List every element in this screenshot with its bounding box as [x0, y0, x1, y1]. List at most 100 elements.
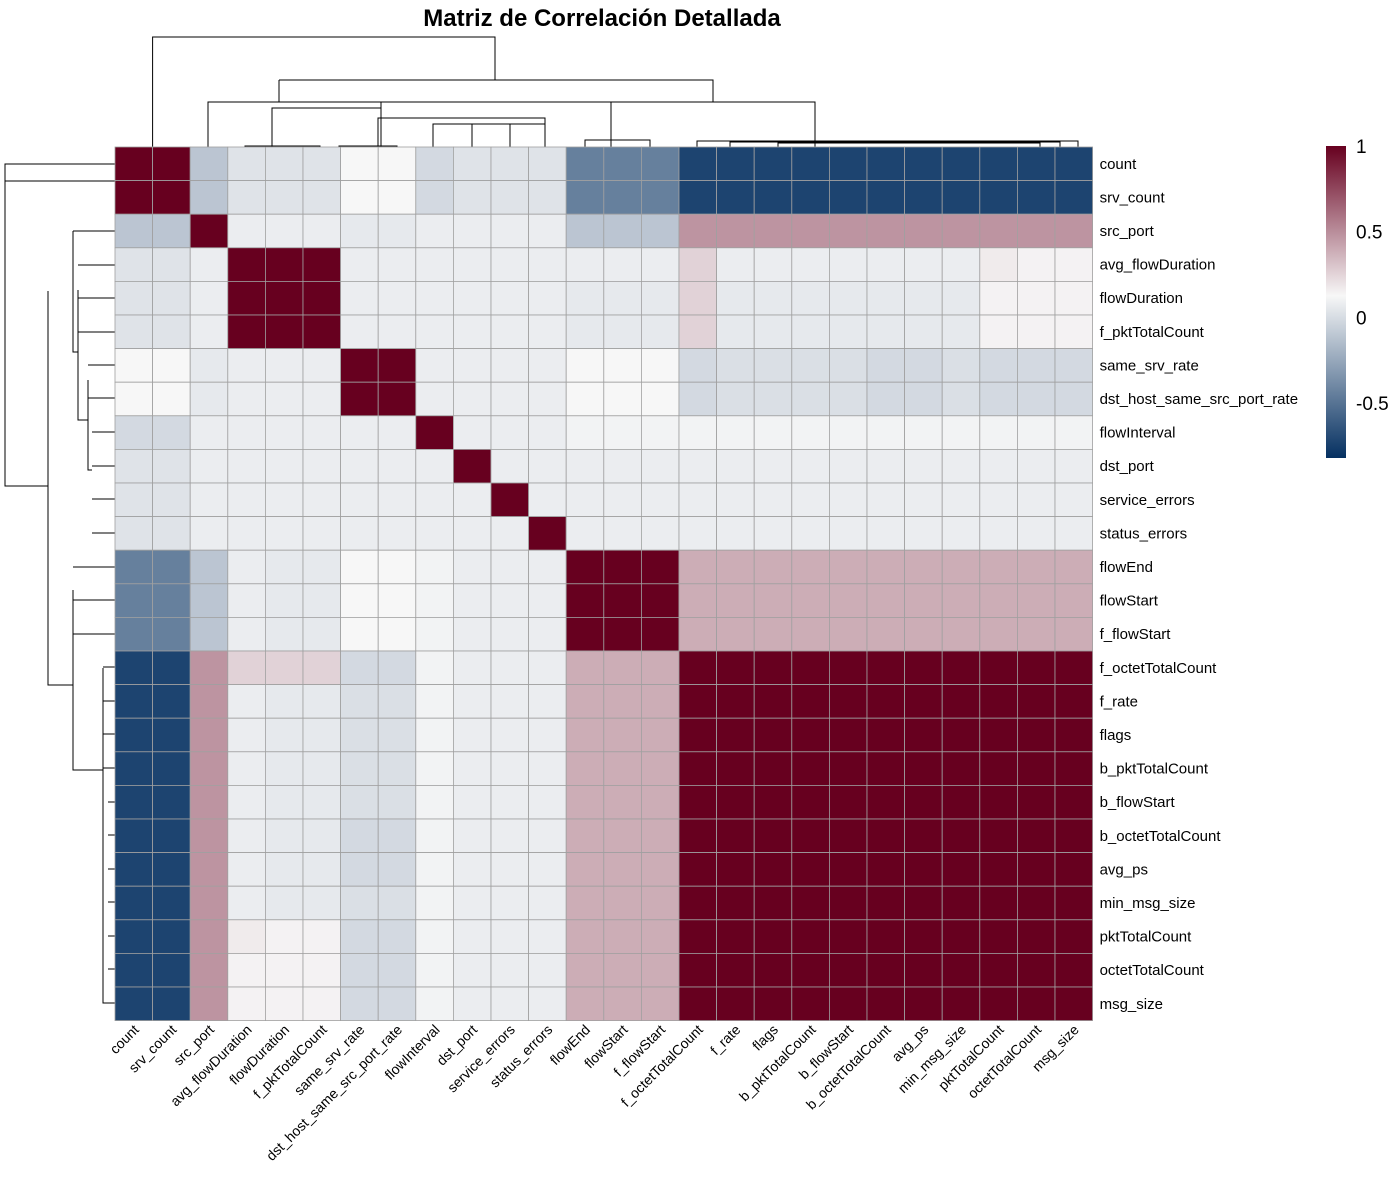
heatmap-cell: [1054, 785, 1093, 820]
row-label: flags: [1100, 727, 1132, 744]
heatmap-cell: [979, 482, 1018, 517]
heatmap-cell: [791, 213, 830, 249]
heatmap-cell: [189, 280, 229, 316]
heatmap-cell: [415, 717, 454, 753]
heatmap-cell: [678, 684, 717, 719]
heatmap-cell: [152, 717, 191, 753]
heatmap-cell: [152, 415, 191, 450]
heatmap-cell: [753, 785, 793, 820]
heatmap-cell: [1054, 247, 1093, 282]
heatmap-cell: [829, 583, 868, 618]
heatmap-cell: [641, 415, 680, 450]
heatmap-cell: [490, 146, 529, 181]
heatmap-cell: [941, 852, 981, 887]
column-dendrogram-branch: [207, 101, 382, 147]
heatmap-cell: [1017, 785, 1056, 820]
heatmap-cell: [904, 583, 943, 618]
heatmap-cell: [753, 650, 793, 685]
heatmap-cell: [941, 684, 981, 719]
heatmap-cell: [114, 516, 153, 551]
heatmap-cell: [753, 549, 793, 585]
heatmap-cell: [603, 617, 642, 652]
heatmap-cell: [415, 953, 454, 988]
heatmap-cell: [753, 348, 793, 383]
heatmap-cell: [264, 852, 304, 887]
column-dendrogram: [152, 36, 1079, 147]
heatmap-cell: [340, 180, 379, 215]
heatmap-cell: [791, 751, 830, 786]
heatmap-cell: [1017, 516, 1056, 551]
heatmap-cell: [340, 919, 379, 954]
heatmap-cell: [415, 785, 454, 820]
column-dendrogram-branch: [510, 123, 546, 147]
heatmap-cell: [264, 919, 304, 954]
heatmap-cell: [490, 953, 529, 988]
heatmap-cell: [716, 617, 755, 652]
heatmap-cell: [866, 280, 905, 316]
row-label: flowDuration: [1100, 290, 1183, 307]
heatmap-cell: [152, 852, 191, 887]
heatmap-cell: [641, 751, 680, 786]
heatmap-cell: [904, 516, 943, 551]
heatmap-cell: [1017, 717, 1056, 753]
heatmap-cell: [377, 885, 417, 921]
heatmap-cell: [829, 785, 868, 820]
heatmap-cell: [452, 953, 492, 988]
heatmap-cell: [1054, 213, 1093, 249]
heatmap-cell: [1017, 549, 1056, 585]
heatmap-cell: [264, 381, 304, 417]
heatmap-cell: [302, 684, 341, 719]
heatmap-cell: [415, 919, 454, 954]
heatmap-cell: [152, 213, 191, 249]
heatmap-cell: [1054, 146, 1093, 181]
heatmap-cell: [377, 247, 417, 282]
heatmap-cell: [641, 314, 680, 349]
heatmap-cell: [678, 381, 717, 417]
heatmap-cell: [189, 684, 229, 719]
heatmap-cell: [415, 314, 454, 349]
heatmap-cell: [302, 986, 341, 1021]
heatmap-cell: [753, 953, 793, 988]
column-dendrogram-branch: [777, 142, 1041, 147]
heatmap-cell: [415, 751, 454, 786]
heatmap-cell: [904, 549, 943, 585]
heatmap-cell: [716, 146, 755, 181]
row-dendrogram-branch: [108, 801, 115, 1004]
heatmap-cell: [114, 650, 153, 685]
heatmap-cell: [641, 247, 680, 282]
heatmap-cell: [941, 448, 981, 484]
heatmap-cell: [490, 247, 529, 282]
heatmap-cell: [716, 381, 755, 417]
heatmap-cell: [377, 549, 417, 585]
heatmap-cell: [452, 146, 492, 181]
heatmap-cell: [941, 617, 981, 652]
heatmap-cell: [866, 314, 905, 349]
heatmap-cell: [565, 785, 605, 820]
heatmap-cell: [152, 919, 191, 954]
heatmap-cell: [189, 247, 229, 282]
heatmap-cell: [866, 516, 905, 551]
heatmap-cell: [866, 348, 905, 383]
heatmap-cell: [641, 180, 680, 215]
heatmap-cell: [264, 482, 304, 517]
heatmap-cell: [904, 617, 943, 652]
heatmap-cell: [791, 280, 830, 316]
heatmap-cell: [866, 852, 905, 887]
heatmap-cell: [528, 919, 567, 954]
heatmap-cell: [753, 818, 793, 853]
heatmap-cell: [641, 549, 680, 585]
heatmap-cell: [603, 516, 642, 551]
heatmap-cell: [565, 247, 605, 282]
heatmap-cell: [452, 549, 492, 585]
heatmap-cell: [791, 953, 830, 988]
heatmap-cell: [152, 516, 191, 551]
row-label: b_pktTotalCount: [1100, 761, 1209, 778]
heatmap-cell: [1017, 213, 1056, 249]
heatmap-cell: [377, 717, 417, 753]
heatmap-cell: [189, 650, 229, 685]
heatmap-cell: [979, 381, 1018, 417]
heatmap-cell: [829, 280, 868, 316]
heatmap-cell: [490, 213, 529, 249]
column-dendrogram-branch: [610, 101, 816, 147]
heatmap-cell: [264, 717, 304, 753]
